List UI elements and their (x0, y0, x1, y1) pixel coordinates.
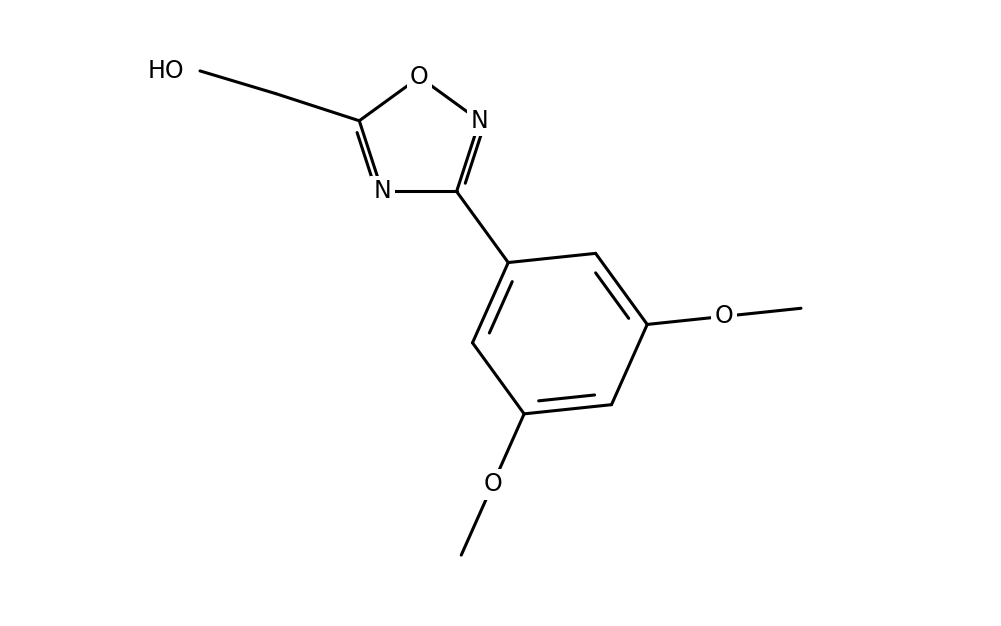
Text: O: O (483, 473, 503, 496)
Text: N: N (373, 180, 391, 203)
Text: O: O (715, 304, 734, 329)
Text: N: N (470, 109, 488, 133)
Text: O: O (410, 65, 428, 89)
Text: HO: HO (147, 59, 184, 83)
